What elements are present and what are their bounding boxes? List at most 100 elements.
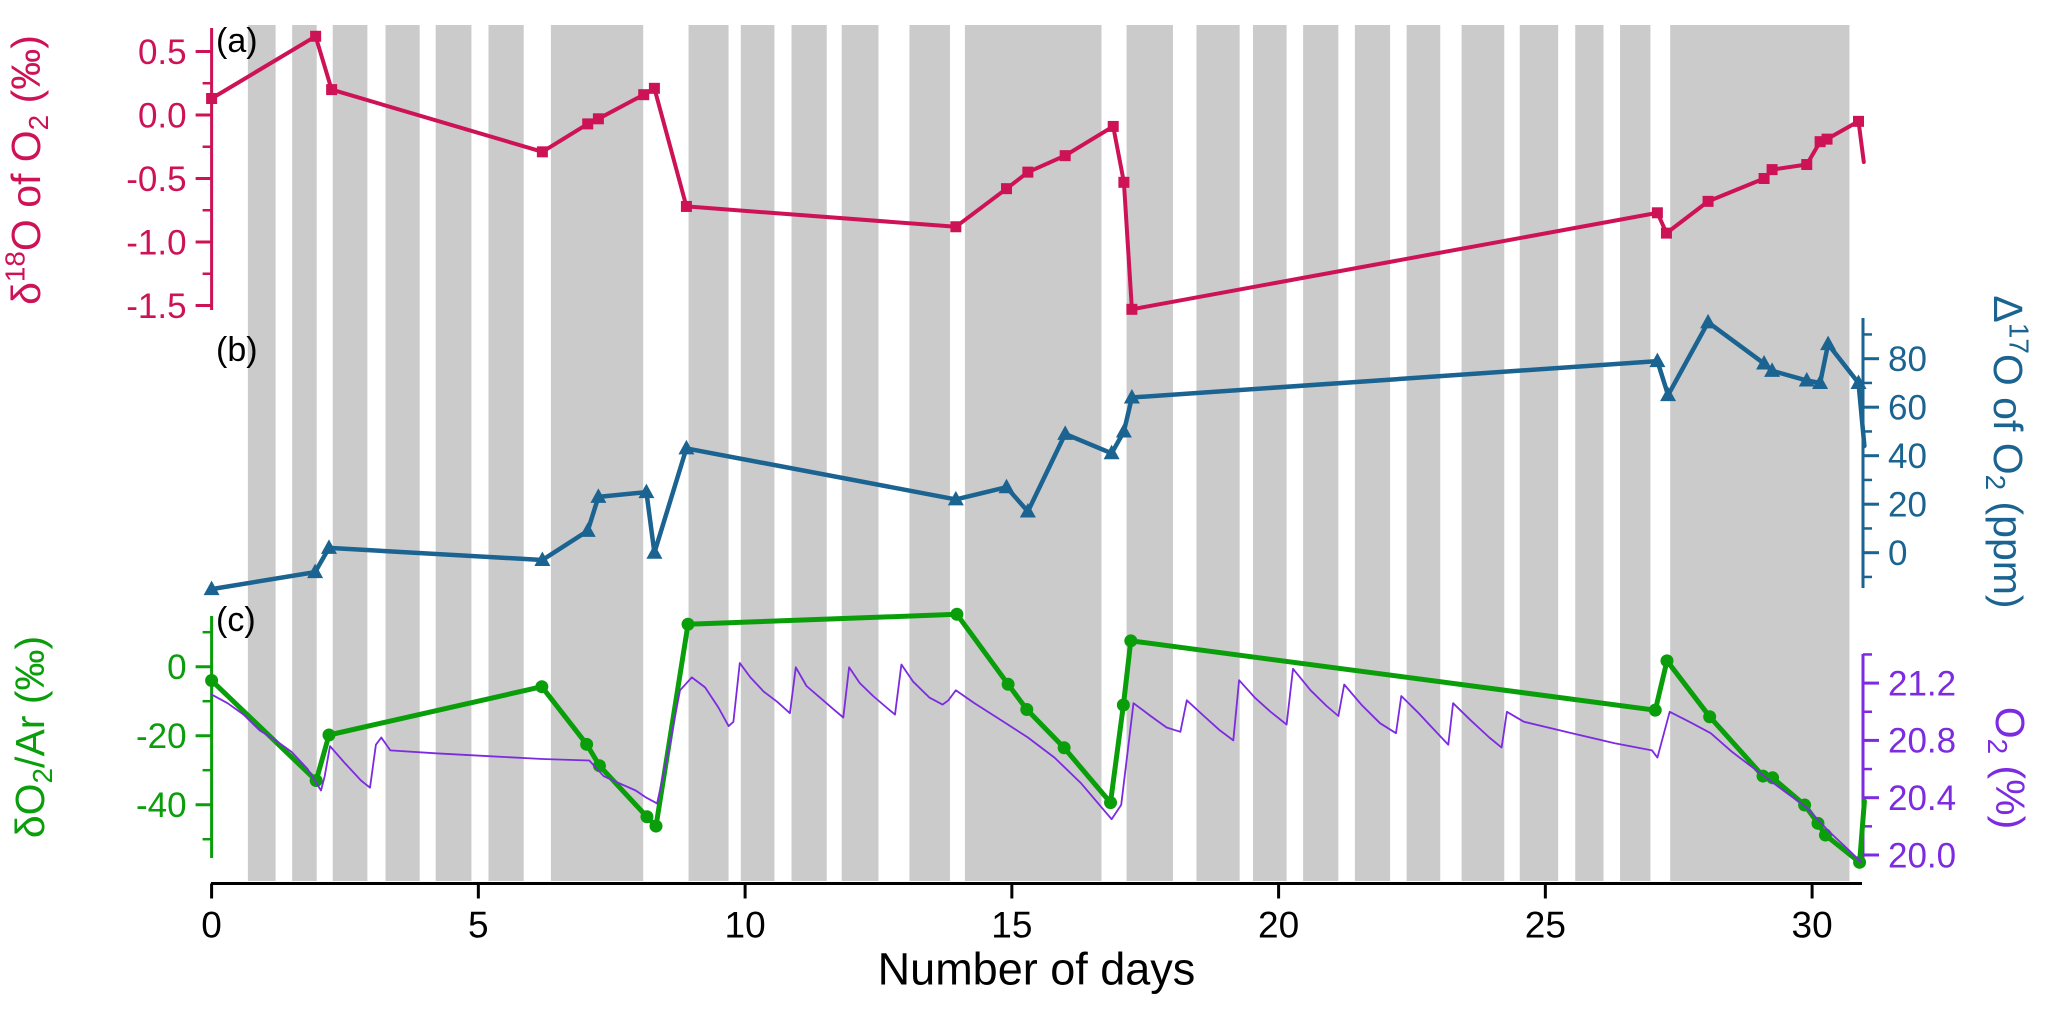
label-segment: (%)	[1987, 754, 2033, 829]
dark-band	[1406, 25, 1441, 881]
y-tick-label: -1.0	[126, 223, 186, 262]
dark-band	[791, 25, 827, 881]
dark-band	[247, 25, 276, 881]
y-tick-label: 60	[1888, 388, 1927, 427]
marker-square	[1814, 136, 1826, 148]
marker-circle	[1811, 816, 1825, 830]
marker-circle	[1057, 741, 1071, 755]
y-tick-label: -1.5	[126, 287, 186, 326]
marker-circle	[640, 810, 654, 824]
marker-square	[326, 84, 338, 96]
marker-circle	[535, 680, 549, 694]
y-tick-label: 0	[1888, 534, 1907, 573]
y-tick-label: 0.5	[138, 33, 187, 72]
series-line	[209, 320, 1867, 592]
label-segment: (ppm)	[1985, 490, 2031, 608]
marker-circle	[1853, 855, 1867, 869]
marker-square	[1758, 173, 1770, 184]
marker-square	[648, 82, 660, 94]
marker-triangle	[1057, 425, 1074, 440]
marker-triangle	[1660, 386, 1677, 402]
marker-square	[1651, 207, 1663, 219]
marker-triangle	[998, 478, 1015, 494]
axis-title-c-left: δO2/Ar (‰)	[7, 636, 58, 838]
dark-band	[292, 25, 317, 881]
x-axis: 0 5 10 15 20 25 30 Number of days	[201, 882, 1862, 995]
y-tick-label: 0.0	[138, 96, 187, 135]
label-segment: Δ	[1985, 295, 2031, 322]
marker-triangle	[534, 551, 551, 566]
x-tick-label: 10	[725, 905, 766, 946]
marker-triangle	[947, 490, 964, 506]
label-segment: 17	[2004, 323, 2035, 354]
marker-triangle	[1820, 335, 1837, 351]
dark-band	[1196, 25, 1240, 881]
x-tick-label: 5	[468, 905, 489, 946]
marker-square	[536, 146, 548, 158]
marker-triangle	[1764, 362, 1781, 377]
series-line	[210, 662, 1863, 864]
marker-square	[1702, 195, 1714, 207]
marker-square	[1766, 164, 1778, 176]
dark-band	[1126, 25, 1173, 881]
x-tick-label: 20	[1258, 905, 1299, 946]
marker-triangle	[1103, 444, 1120, 460]
marker-circle	[1020, 702, 1034, 716]
marker-square	[1107, 120, 1119, 132]
label-segment: (‰)	[3, 35, 49, 115]
dark-band	[740, 25, 775, 881]
marker-square	[1059, 150, 1071, 162]
marker-triangle	[579, 522, 596, 537]
marker-triangle	[1756, 355, 1773, 370]
marker-triangle	[1019, 502, 1036, 518]
marker-square	[1001, 183, 1013, 195]
marker-triangle	[1115, 422, 1132, 438]
y-tick-label: 80	[1888, 340, 1927, 379]
marker-triangle	[320, 539, 337, 554]
label-segment: δO	[7, 783, 53, 838]
series-O2-percent	[210, 662, 1863, 864]
marker-circle	[1660, 654, 1674, 668]
marker-circle	[1104, 796, 1118, 810]
marker-square	[592, 113, 604, 125]
dark-band	[841, 25, 879, 881]
axis-title-a-left: δ18O of O2 (‰)	[0, 35, 54, 305]
x-tick-label: 25	[1525, 905, 1566, 946]
marker-square	[582, 118, 594, 130]
label-segment: O of O	[1985, 354, 2031, 475]
marker-square	[680, 200, 692, 212]
dark-band	[1620, 25, 1651, 881]
marker-square	[1801, 159, 1813, 171]
marker-circle	[1116, 698, 1130, 712]
y-tick-label: -0.5	[126, 160, 186, 199]
dark-band	[909, 25, 950, 881]
marker-circle	[1818, 828, 1832, 842]
axis-a-left: 0.5 0.0 -0.5 -1.0 -1.5 δ18O of O2 (‰)	[0, 28, 214, 326]
y-tick-label: 40	[1888, 437, 1927, 476]
panel-letter-b: (b)	[216, 331, 258, 369]
marker-circle	[205, 674, 219, 687]
marker-triangle	[203, 580, 220, 596]
x-tick-label: 15	[991, 905, 1032, 946]
axis-title-b-right: Δ17O of O2 (ppm)	[1980, 295, 2035, 608]
marker-square	[1126, 303, 1138, 315]
marker-square	[1118, 176, 1130, 188]
series-delta18O-of-O2	[206, 30, 1866, 315]
y-tick-label: -20	[136, 717, 187, 756]
marker-square	[1022, 166, 1034, 178]
marker-triangle	[646, 544, 663, 559]
marker-circle	[1001, 677, 1015, 691]
marker-triangle	[1649, 352, 1666, 368]
marker-triangle	[1812, 374, 1829, 389]
dark-band	[385, 25, 420, 881]
marker-square	[1821, 133, 1833, 145]
dark-band	[1575, 25, 1604, 881]
y-tick-label: -40	[136, 786, 187, 825]
axis-title-c-right: O2 (%)	[1982, 707, 2033, 830]
label-segment: 2	[1980, 475, 2011, 491]
panel-letter-c: (c)	[216, 601, 256, 639]
y-tick-label: 21.2	[1888, 664, 1956, 703]
marker-circle	[580, 737, 594, 751]
marker-triangle	[1123, 389, 1140, 404]
